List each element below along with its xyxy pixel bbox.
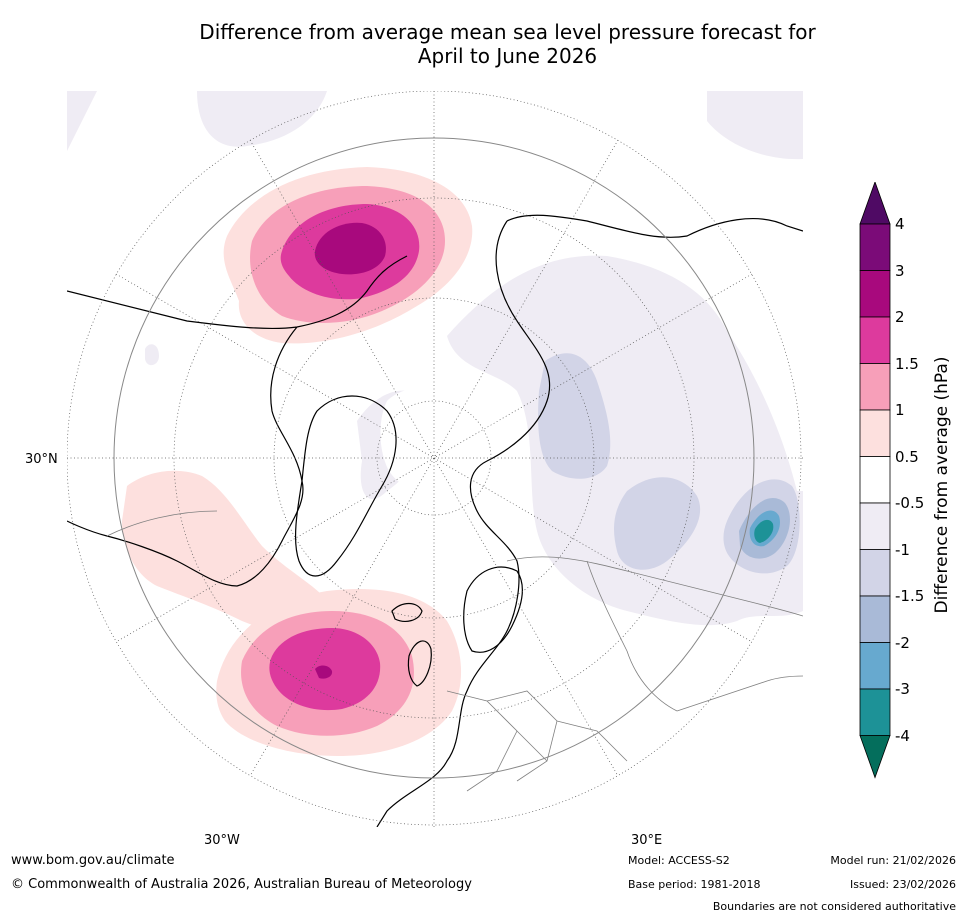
anomaly-neg-kazakh bbox=[614, 477, 701, 570]
lon-label-30e: 30°E bbox=[631, 833, 663, 848]
anomaly-neg-pac-blob bbox=[145, 344, 159, 366]
colorbar-swatch-neutral bbox=[859, 456, 891, 504]
title-line-2: April to June 2026 bbox=[417, 44, 598, 68]
colorbar-swatch--1-5_to_-1 bbox=[859, 549, 891, 597]
graticule-lat-45 bbox=[113, 137, 755, 779]
colorbar-swatch--4_to_-3 bbox=[859, 688, 891, 736]
border-china bbox=[676, 675, 803, 712]
polar-map bbox=[67, 91, 803, 827]
border-canada-usa bbox=[106, 510, 218, 537]
colorbar-tick-label: 1 bbox=[895, 401, 905, 419]
issued-label: Issued: 23/02/2026 bbox=[849, 878, 956, 891]
colorbar-swatch-below-neg4 bbox=[859, 735, 891, 779]
coastline-iceland bbox=[391, 602, 423, 622]
colorbar-swatch-2_to_3 bbox=[859, 270, 891, 318]
colorbar-swatch--1_to_-0-5 bbox=[859, 502, 891, 550]
colorbar-swatch-1-5_to_2 bbox=[859, 316, 891, 364]
base-period-label: Base period: 1981-2018 bbox=[628, 878, 761, 891]
coastline-north-america bbox=[67, 255, 408, 587]
graticule-lat-30 bbox=[67, 91, 802, 826]
colorbar-title: Difference from average (hPa) bbox=[932, 356, 952, 614]
colorbar-swatch--3_to_-2 bbox=[859, 642, 891, 690]
colorbar-tick-label: 3 bbox=[895, 261, 905, 280]
colorbar-tick-label: -0.5 bbox=[895, 494, 925, 512]
chart-title: Difference from average mean sea level p… bbox=[100, 20, 915, 68]
graticule-lat-70 bbox=[273, 297, 595, 619]
anomaly-pos-atlantic-2 bbox=[315, 665, 333, 679]
title-line-1: Difference from average mean sea level p… bbox=[199, 20, 816, 44]
colorbar-tick-label: -1.5 bbox=[895, 587, 925, 605]
colorbar-tick-label: -3 bbox=[895, 680, 910, 698]
anomaly-neg-siberia bbox=[538, 353, 611, 479]
colorbar-tick-label: 1.5 bbox=[895, 354, 919, 373]
coastline-greenland bbox=[294, 395, 397, 577]
colorbar-tick-label: -4 bbox=[895, 726, 910, 745]
colorbar-swatch-0-5_to_1 bbox=[859, 409, 891, 457]
coastline-uk bbox=[407, 640, 432, 687]
anomaly-neg-tibet-core bbox=[754, 519, 774, 543]
anomaly-neg-nwpac-faint bbox=[707, 91, 803, 160]
colorbar-swatch--2_to_-1-5 bbox=[859, 595, 891, 643]
colorbar-tick-label: 2 bbox=[895, 308, 905, 326]
anomaly-pos-pacific bbox=[122, 470, 333, 638]
colorbar-swatch-1_to_1-5 bbox=[859, 363, 891, 411]
lon-label-30w: 30°W bbox=[204, 833, 240, 848]
anomaly-neg-alaska-faint bbox=[197, 91, 327, 147]
disclaimer-label: Boundaries are not considered authoritat… bbox=[712, 900, 956, 913]
colorbar-tick-label: 4 bbox=[895, 215, 905, 233]
model-label: Model: ACCESS-S2 bbox=[628, 854, 730, 867]
lat-label-30n: 30°N bbox=[25, 452, 58, 467]
colorbar bbox=[859, 182, 891, 779]
anomaly-neg-pacific-faint bbox=[67, 91, 97, 151]
anomaly-pos-alaska-2 bbox=[314, 222, 386, 275]
copyright-text: © Commonwealth of Australia 2026, Austra… bbox=[11, 877, 472, 892]
border-russia-south bbox=[506, 556, 803, 617]
website-link[interactable]: www.bom.gov.au/climate bbox=[11, 853, 175, 868]
colorbar-tick-label: -1 bbox=[895, 540, 910, 559]
colorbar-swatch-3_to_4 bbox=[859, 223, 891, 271]
arctic-clear-zone bbox=[380, 387, 485, 495]
border-central-asia bbox=[586, 560, 678, 712]
coastline-eurasia bbox=[376, 214, 803, 827]
border-europe-grid bbox=[446, 690, 628, 792]
colorbar-swatch-above-4 bbox=[859, 182, 891, 225]
coastline-scandinavia bbox=[463, 566, 524, 653]
colorbar-tick-label: 0.5 bbox=[895, 447, 919, 466]
colorbar-tick-label: -2 bbox=[895, 633, 910, 652]
model-run-label: Model run: 21/02/2026 bbox=[830, 854, 956, 867]
